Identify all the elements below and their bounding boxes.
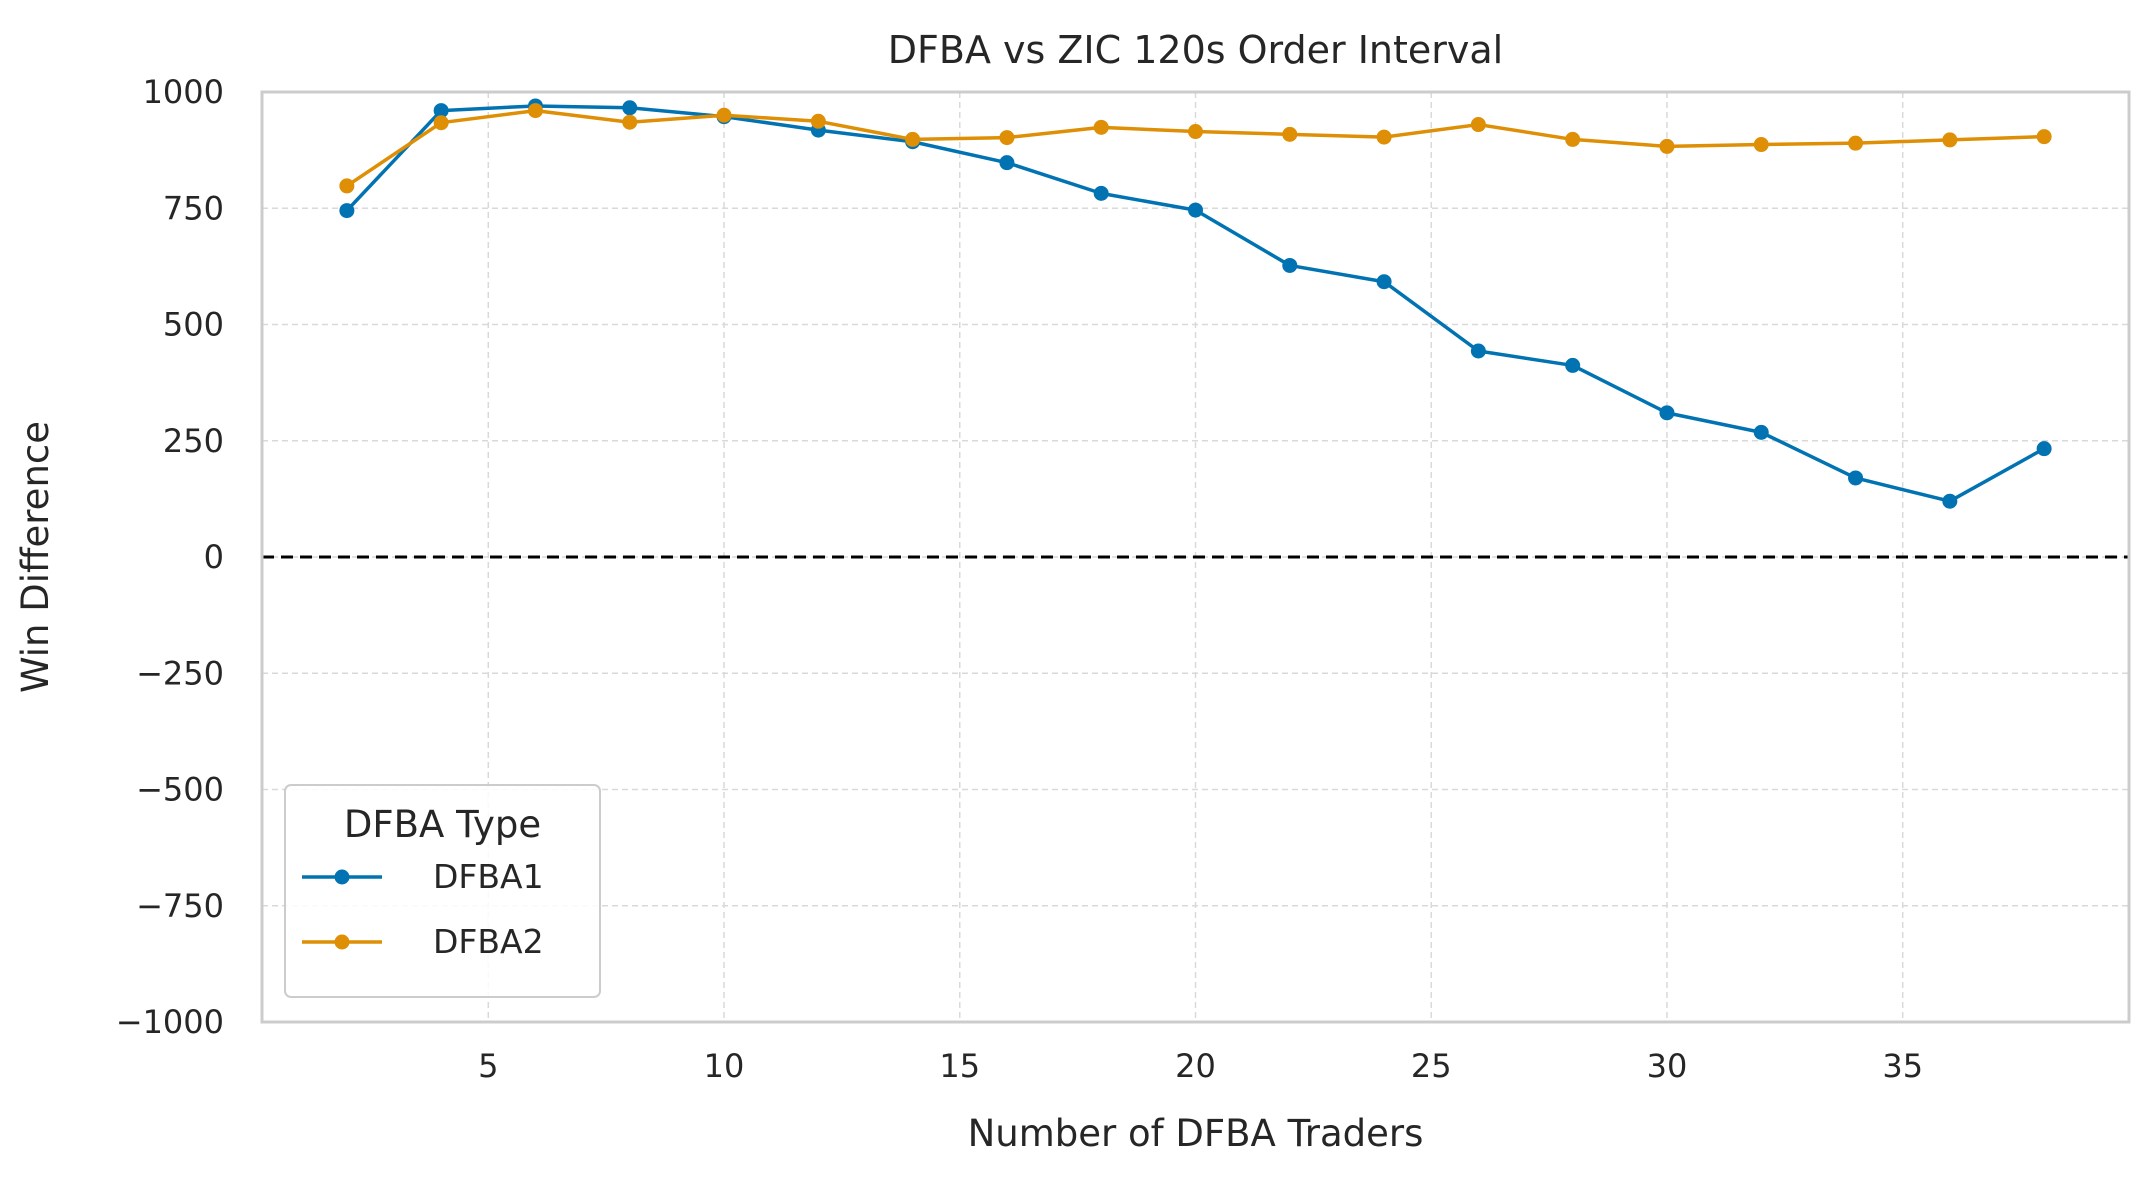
data-point [1659,138,1675,154]
data-point [2036,129,2052,145]
data-point [1565,131,1581,147]
data-point [999,155,1015,171]
legend-title: DFBA Type [344,803,541,846]
data-point [339,203,355,219]
x-tick-label: 20 [1175,1047,1216,1085]
legend-item-dfba2: DFBA2 [302,922,544,961]
data-point [433,115,449,131]
data-point [1093,185,1109,201]
y-tick-label: −750 [136,887,224,925]
data-point [1942,132,1958,148]
data-point [2036,441,2052,457]
y-tick-label: 1000 [143,73,224,111]
data-point [1565,357,1581,373]
y-tick-label: 500 [163,306,224,344]
data-point [1753,424,1769,440]
data-point [1942,493,1958,509]
y-tick-labels: −1000 −750 −500 −250 0 250 500 750 1000 [116,73,224,1041]
series-dfba2 [339,103,2052,194]
x-axis-label: Number of DFBA Traders [968,1112,1424,1155]
x-tick-label: 10 [704,1047,745,1085]
data-point [1470,117,1486,133]
data-point [1188,202,1203,218]
chart-title: DFBA vs ZIC 120s Order Interval [888,28,1503,72]
data-point [622,114,638,130]
legend: DFBA Type DFBA1 DFBA2 [284,784,601,998]
y-tick-label: −1000 [116,1003,224,1041]
y-tick-label: −500 [136,771,224,809]
data-point [1376,274,1392,290]
data-point [1282,257,1298,273]
x-tick-label: 35 [1882,1047,1923,1085]
data-point [1659,405,1675,421]
legend-label: DFBA2 [433,922,544,961]
data-point [339,178,355,194]
data-point [433,103,449,119]
x-tick-label: 25 [1411,1047,1452,1085]
data-point [1188,124,1203,140]
y-tick-label: 0 [204,538,224,576]
plot-frame [260,90,2131,1024]
data-point [1376,129,1392,145]
data-point [1093,119,1109,135]
data-point [1753,137,1769,153]
y-tick-label: −250 [136,654,224,692]
data-point [999,130,1015,146]
legend-items: DFBA1 DFBA2 [302,857,544,961]
x-tick-label: 15 [939,1047,980,1085]
x-tick-labels: 5 10 15 20 25 30 35 [478,1047,1923,1085]
legend-box [284,784,601,998]
legend-swatch-marker [334,869,350,885]
data-point [1470,343,1486,359]
data-point [716,107,732,123]
legend-label: DFBA1 [433,857,544,896]
data-point [622,100,638,116]
legend-swatch-marker [334,934,350,950]
y-axis-label: Win Difference [14,421,57,693]
data-point [905,131,921,147]
data-point [1848,470,1864,486]
data-point [1282,126,1298,142]
y-tick-label: 750 [163,189,224,227]
x-tick-label: 30 [1647,1047,1688,1085]
x-tick-label: 5 [478,1047,498,1085]
data-point [527,103,543,119]
legend-item-dfba1: DFBA1 [302,857,544,896]
data-point [810,113,826,129]
y-tick-label: 250 [163,422,224,460]
series-group [339,98,2052,509]
data-point [1848,135,1864,151]
